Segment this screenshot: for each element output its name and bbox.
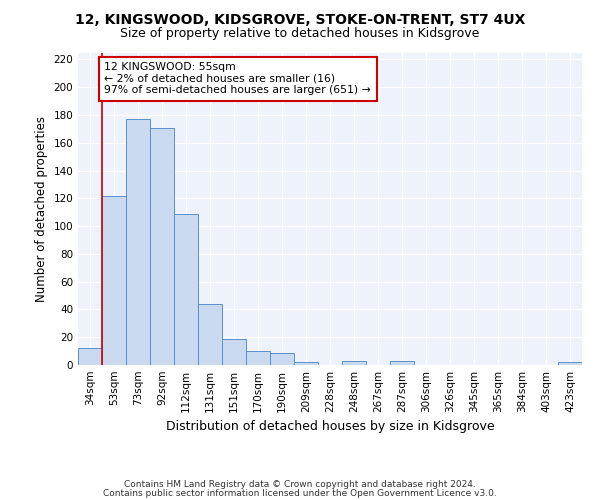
Bar xyxy=(78,348,102,365)
Text: Size of property relative to detached houses in Kidsgrove: Size of property relative to detached ho… xyxy=(121,28,479,40)
Bar xyxy=(294,362,318,365)
Y-axis label: Number of detached properties: Number of detached properties xyxy=(35,116,48,302)
X-axis label: Distribution of detached houses by size in Kidsgrove: Distribution of detached houses by size … xyxy=(166,420,494,434)
Bar xyxy=(150,128,174,365)
Text: Contains HM Land Registry data © Crown copyright and database right 2024.: Contains HM Land Registry data © Crown c… xyxy=(124,480,476,489)
Text: Contains public sector information licensed under the Open Government Licence v3: Contains public sector information licen… xyxy=(103,488,497,498)
Bar xyxy=(390,361,414,365)
Bar xyxy=(174,214,198,365)
Bar xyxy=(222,338,246,365)
Bar xyxy=(270,352,294,365)
Bar xyxy=(558,362,582,365)
Bar xyxy=(126,119,150,365)
Text: 12, KINGSWOOD, KIDSGROVE, STOKE-ON-TRENT, ST7 4UX: 12, KINGSWOOD, KIDSGROVE, STOKE-ON-TRENT… xyxy=(75,12,525,26)
Text: 12 KINGSWOOD: 55sqm
← 2% of detached houses are smaller (16)
97% of semi-detache: 12 KINGSWOOD: 55sqm ← 2% of detached hou… xyxy=(104,62,371,96)
Bar xyxy=(246,351,270,365)
Bar xyxy=(102,196,126,365)
Bar xyxy=(342,361,366,365)
Bar xyxy=(198,304,222,365)
